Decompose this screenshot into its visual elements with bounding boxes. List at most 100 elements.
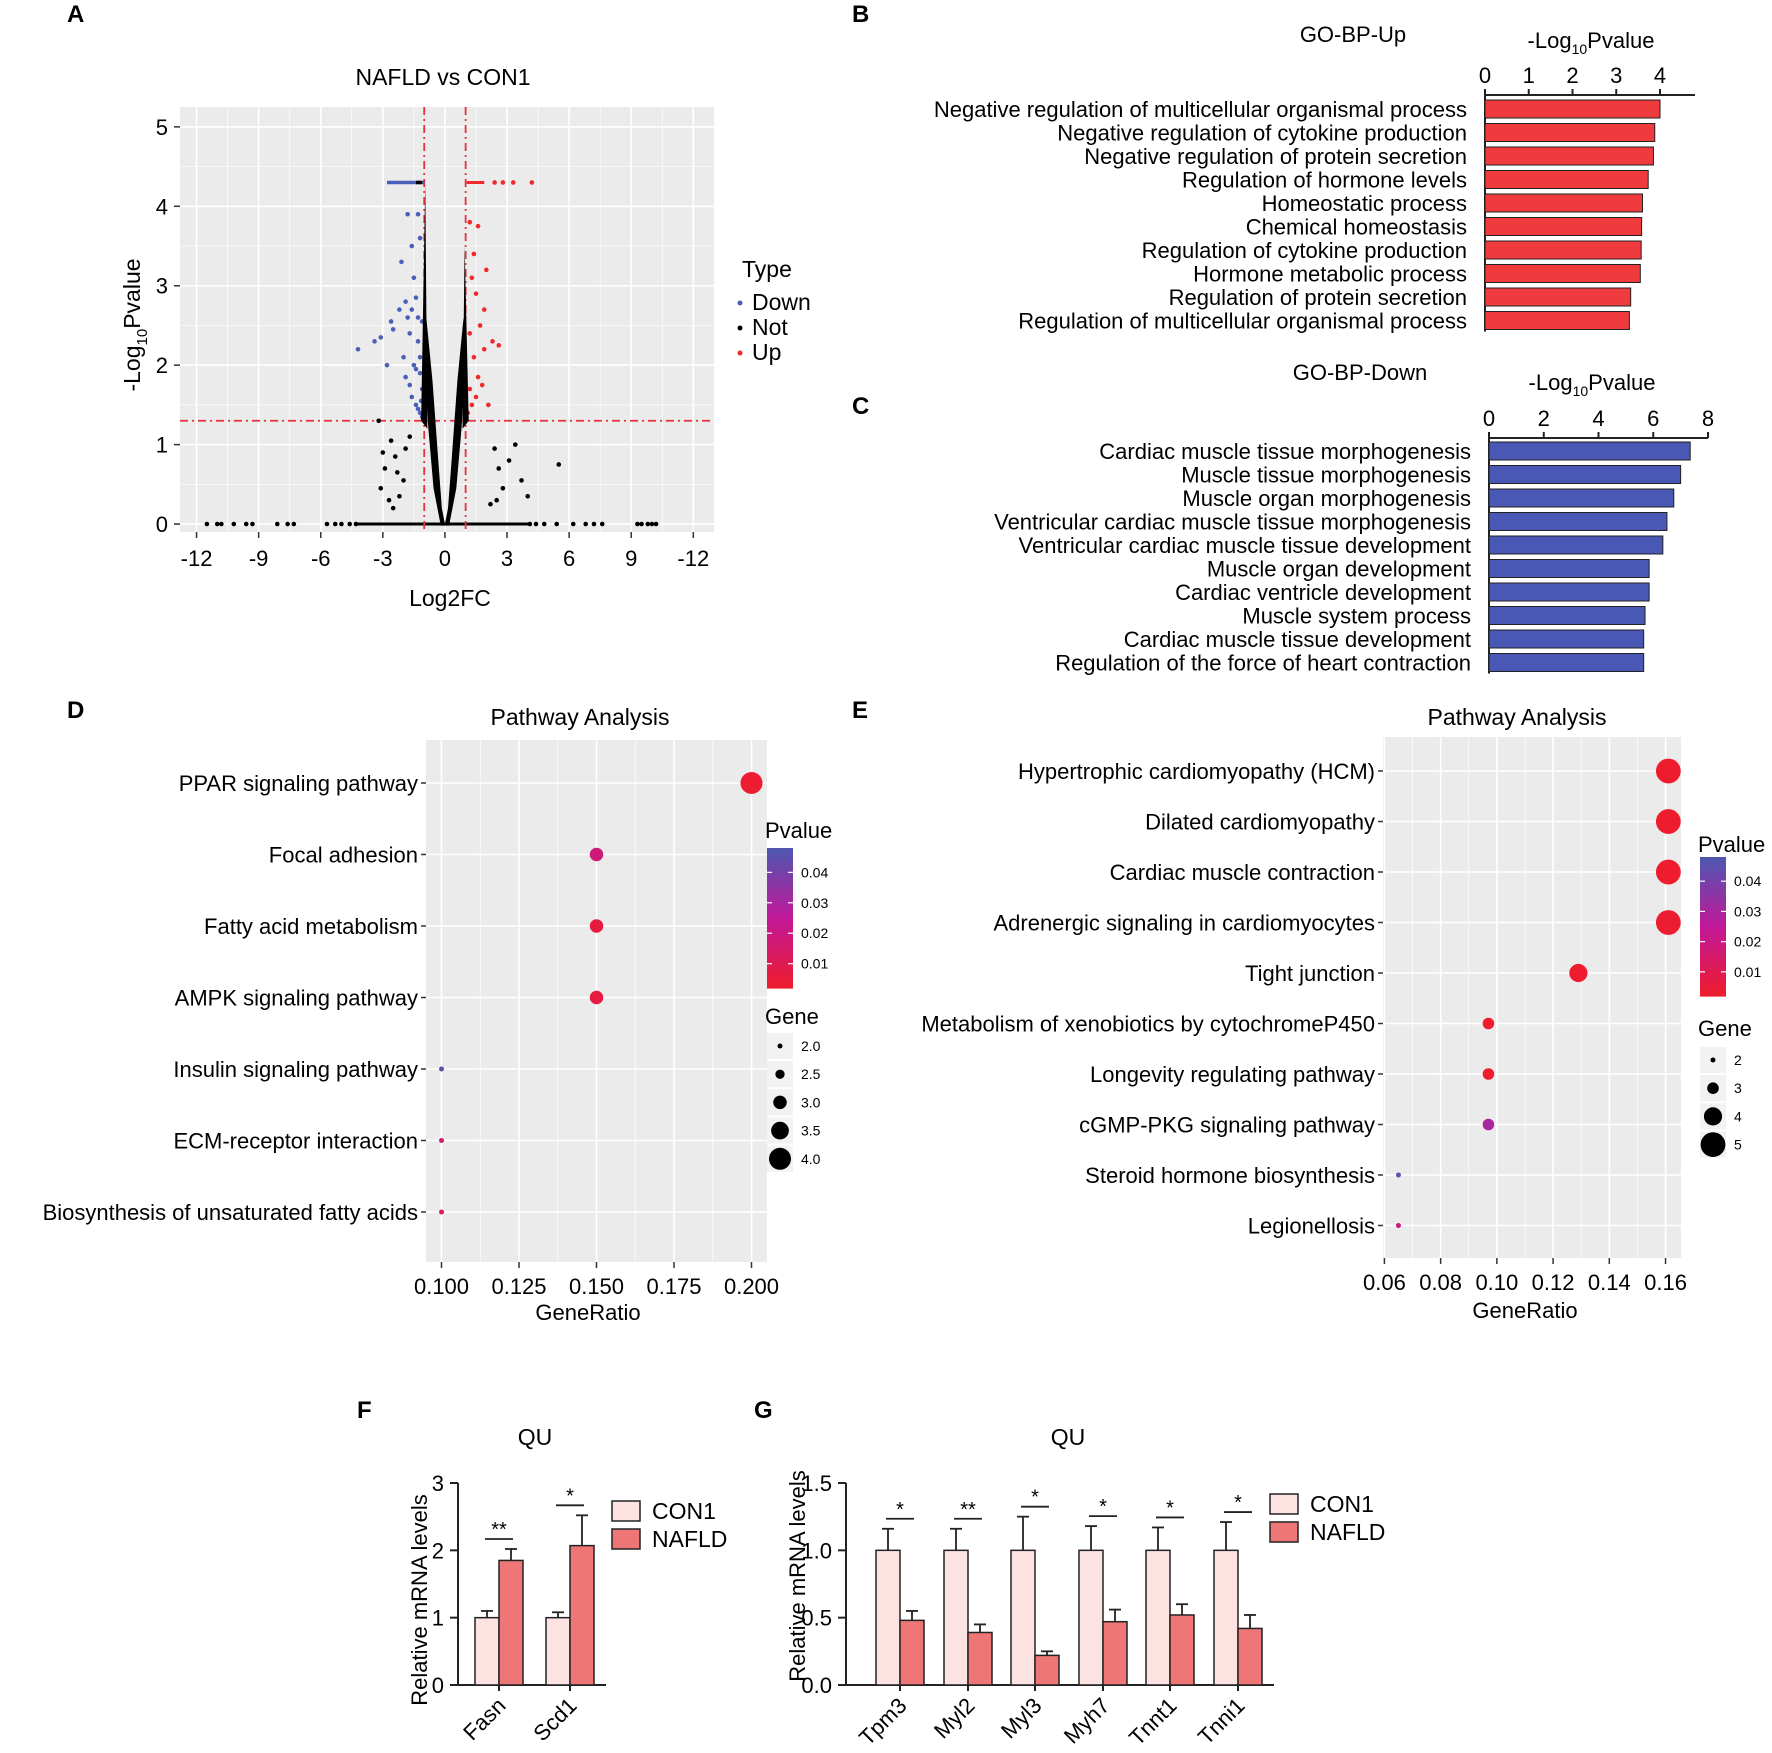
- bar-category-label: Regulation of protein secretion: [1169, 285, 1467, 310]
- volcano-point-not: [397, 493, 402, 499]
- volcano-point-not: [243, 521, 249, 527]
- volcano-point-up: [492, 180, 497, 185]
- volcano-point-not: [395, 470, 400, 475]
- size-legend-label: 3.5: [801, 1123, 821, 1139]
- size-legend-label: 2: [1734, 1052, 1742, 1068]
- bar-y-tick-label: 1: [432, 1606, 444, 1631]
- dot-point: [1482, 1068, 1495, 1080]
- bar-category-label: Tnnt1: [1124, 1693, 1181, 1750]
- colorbar-tick-label: 0.01: [1734, 964, 1761, 980]
- pathway-d-colorbar-title: Pvalue: [765, 818, 832, 843]
- bar-category-label: Regulation of multicellular organismal p…: [1018, 309, 1467, 334]
- bar-category-label: Homeostatic process: [1262, 191, 1467, 216]
- volcano-point-not: [386, 497, 392, 503]
- bar: [1488, 559, 1650, 578]
- volcano-point-not: [570, 521, 576, 527]
- volcano-point-down: [411, 275, 417, 281]
- bar-nafld: [967, 1631, 993, 1686]
- volcano-point-not: [488, 501, 493, 507]
- dot-category-label: PPAR signaling pathway: [179, 771, 418, 796]
- volcano-plot-area: [180, 107, 714, 532]
- bar: [1484, 287, 1632, 307]
- colorbar-segment: [767, 888, 793, 896]
- bar-category-label: Myl3: [996, 1693, 1047, 1744]
- dot-point: [1655, 910, 1681, 935]
- colorbar-segment: [767, 976, 793, 983]
- bar: [1484, 217, 1643, 236]
- qpcr-f-title: QU: [518, 1424, 553, 1450]
- colorbar-segment: [767, 923, 793, 931]
- volcano-point-not: [401, 478, 406, 483]
- bar-category-label: Ventricular cardiac muscle tissue develo…: [1019, 533, 1471, 558]
- volcano-y-tick-label: 1: [156, 433, 168, 458]
- size-legend-dot: [773, 1095, 787, 1110]
- colorbar-segment: [767, 877, 793, 884]
- volcano-point-not: [204, 521, 210, 527]
- dot-x-tick-label: 0.200: [724, 1274, 779, 1299]
- bar: [1488, 512, 1668, 531]
- volcano-x-tick-label: 9: [625, 546, 637, 571]
- volcano-point-down: [411, 362, 417, 368]
- pathway-e-dot-plot: Hypertrophic cardiomyopathy (HCM) Dilated…: [921, 737, 1761, 1295]
- volcano-y-ticks: 0 1 2 3 4 5: [156, 115, 180, 537]
- bar-y-tick-label: 0.5: [801, 1606, 832, 1631]
- legend-swatch-con1: [611, 1500, 641, 1522]
- volcano-point-up: [500, 180, 506, 185]
- colorbar-segment: [767, 953, 793, 960]
- bar-category-label: Muscle tissue morphogenesis: [1181, 463, 1471, 488]
- volcano-point-down: [413, 295, 419, 300]
- volcano-point-up: [467, 219, 473, 225]
- bar-category-label: Hormone metabolic process: [1193, 262, 1467, 287]
- volcano-point-not: [500, 486, 506, 491]
- volcano-point-down: [415, 339, 421, 344]
- volcano-point-down: [417, 370, 423, 376]
- colorbar-segment: [767, 918, 793, 925]
- colorbar-tick-label: 0.04: [1734, 873, 1761, 889]
- size-legend-dot: [775, 1069, 785, 1079]
- colorbar-segment: [1700, 885, 1726, 893]
- volcano-point-up: [479, 382, 485, 388]
- volcano-point-not: [390, 505, 396, 511]
- dot-x-tick-label: 0.10: [1475, 1270, 1518, 1295]
- volcano-point-not: [353, 521, 359, 527]
- colorbar-segment: [767, 982, 793, 989]
- colorbar-segment: [1700, 955, 1726, 962]
- colorbar-segment: [1700, 932, 1726, 939]
- panel-a: A NAFLD vs CON1 0 1 2 3 4 5 -12 -9 -6 -3 0 3 6 9 -12 …: [67, 1, 811, 611]
- volcano-title: NAFLD vs CON1: [355, 64, 530, 90]
- panel-c: C GO-BP-Down -Log10Pvalue 0 2 4 6 8 Cardiac m…: [852, 360, 1714, 676]
- qpcr-f-y-label: Relative mRNA levels: [407, 1494, 432, 1706]
- volcano-point-down: [378, 335, 384, 340]
- bar-category-label: Ventricular cardiac muscle tissue morpho…: [994, 510, 1471, 535]
- volcano-point-not: [649, 521, 655, 527]
- dot-point: [1395, 1223, 1401, 1228]
- colorbar-segment: [767, 941, 793, 948]
- pathway-d-dot-plot: PPAR signaling pathway Focal adhesion Fatt…: [43, 740, 828, 1299]
- volcano-point-not: [214, 521, 220, 527]
- bar-nafld: [1102, 1620, 1128, 1686]
- volcano-x-tick-label: -6: [311, 546, 331, 571]
- bar: [1484, 170, 1649, 189]
- legend-swatch-nafld: [1269, 1521, 1299, 1543]
- volcano-point-not: [496, 466, 502, 471]
- size-legend-label: 4: [1734, 1108, 1742, 1124]
- colorbar-segment: [767, 906, 793, 913]
- legend-label-up: Up: [752, 339, 781, 365]
- bar-x-tick-label: 6: [1647, 406, 1659, 431]
- colorbar-tick-label: 0.04: [801, 864, 828, 880]
- volcano-legend-title: Type: [742, 256, 792, 282]
- volcano-y-tick-label: 5: [156, 115, 168, 140]
- bar-con1: [875, 1549, 901, 1686]
- volcano-x-label: Log2FC: [409, 585, 491, 611]
- panel-label-g: G: [754, 1397, 773, 1424]
- volcano-point-not: [639, 521, 644, 527]
- bar-y-tick-label: 1.5: [801, 1471, 832, 1496]
- bar: [1484, 193, 1643, 213]
- volcano-point-down: [405, 211, 410, 217]
- bar-nafld: [1169, 1614, 1195, 1686]
- bar-category-label: Cardiac muscle tissue development: [1124, 627, 1471, 652]
- volcano-point-down: [372, 339, 377, 344]
- bar-y-tick-label: 2: [432, 1538, 444, 1563]
- volcano-point-not: [533, 521, 539, 527]
- volcano-point-down: [407, 331, 413, 336]
